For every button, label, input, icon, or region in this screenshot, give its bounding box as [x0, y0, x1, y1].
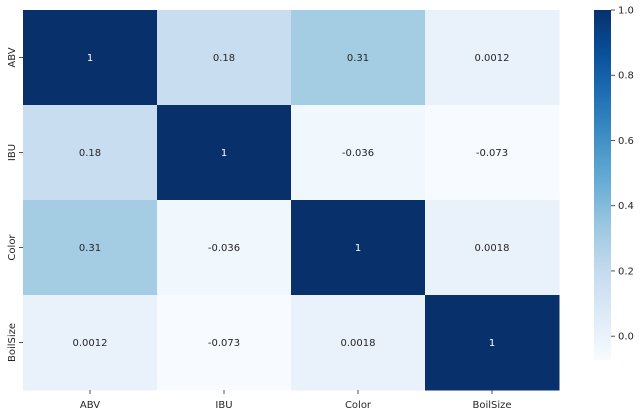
heatmap-cell-IBU-IBU — [157, 105, 292, 201]
heatmap-cell-labels: 1 0.18 0.31 0.0012 0.18 1 -0.036 -0.073 0.31 -0.0… — [73, 53, 510, 349]
heatmap-cell-Color-Color — [291, 200, 426, 296]
x-tick-label: BoilSize — [472, 400, 511, 411]
x-tick-label: IBU — [215, 400, 232, 411]
heatmap-cell-BoilSize-Color — [291, 295, 426, 391]
heatmap-cell-ABV-Color — [291, 10, 426, 106]
heatmap-cell-Color-BoilSize — [425, 200, 560, 296]
x-axis-ticks: ABV IBU Color BoilSize — [80, 390, 512, 411]
heatmap-cell-Color-IBU — [157, 200, 292, 296]
heatmap-cell-IBU-BoilSize — [425, 105, 560, 201]
heatmap-value-label: 0.0018 — [341, 338, 376, 349]
heatmap-value-label: 0.18 — [79, 148, 101, 159]
colorbar-tick-label: 0.8 — [618, 71, 634, 82]
colorbar-ticks: 0.0 0.2 0.4 0.6 0.8 1.0 — [611, 6, 634, 343]
heatmap-value-label: 1 — [355, 243, 361, 254]
heatmap-cell-IBU-Color — [291, 105, 426, 201]
colorbar-tick-label: 1.0 — [618, 6, 634, 17]
x-tick-label: Color — [345, 400, 372, 411]
heatmap-value-label: 0.31 — [79, 243, 101, 254]
heatmap-value-label: -0.036 — [342, 148, 374, 159]
heatmap-value-label: -0.036 — [208, 243, 240, 254]
heatmap-cell-ABV-IBU — [157, 10, 292, 106]
heatmap-value-label: -0.073 — [476, 148, 508, 159]
colorbar-tick-label: 0.0 — [618, 332, 634, 343]
heatmap-value-label: 0.0012 — [73, 338, 108, 349]
y-tick-label: Color — [7, 234, 18, 261]
heatmap-cell-BoilSize-BoilSize — [425, 295, 560, 391]
heatmap-value-label: 1 — [87, 53, 93, 64]
colorbar — [594, 10, 611, 360]
colorbar-tick-label: 0.6 — [618, 136, 634, 147]
colorbar-tick-label: 0.2 — [618, 266, 634, 277]
heatmap-cell-ABV-BoilSize — [425, 10, 560, 106]
heatmap-cell-BoilSize-IBU — [157, 295, 292, 391]
heatmap-value-label: 0.0012 — [475, 53, 510, 64]
heatmap-value-label: 0.0018 — [475, 243, 510, 254]
y-tick-label: IBU — [7, 144, 18, 161]
colorbar-tick-label: 0.4 — [618, 201, 634, 212]
heatmap-value-label: 0.31 — [347, 53, 369, 64]
heatmap-value-label: -0.073 — [208, 338, 240, 349]
heatmap-cell-BoilSize-ABV — [23, 295, 158, 391]
y-axis-ticks: ABV IBU Color BoilSize — [7, 47, 23, 362]
y-tick-label: BoilSize — [7, 323, 18, 362]
heatmap-cell-Color-ABV — [23, 200, 158, 296]
heatmap-cells — [23, 10, 560, 391]
heatmap-cell-IBU-ABV — [23, 105, 158, 201]
heatmap-value-label: 1 — [221, 148, 227, 159]
heatmap-cell-ABV-ABV — [23, 10, 158, 106]
heatmap-value-label: 1 — [489, 338, 495, 349]
y-tick-label: ABV — [7, 47, 18, 67]
heatmap-value-label: 0.18 — [213, 53, 235, 64]
x-tick-label: ABV — [80, 400, 100, 411]
